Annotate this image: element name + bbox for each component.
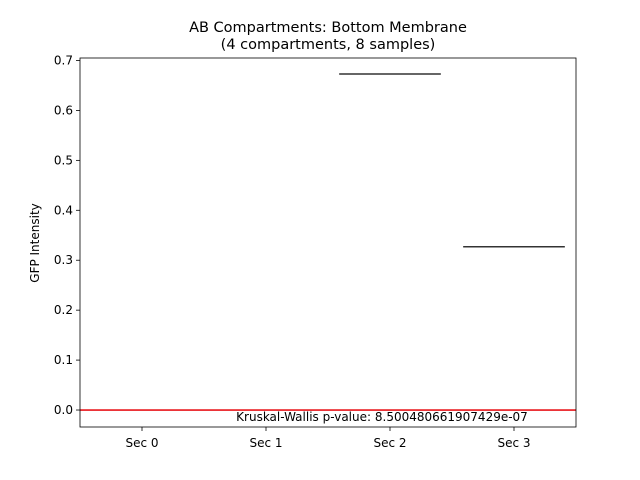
y-tick-label: 0.5	[54, 153, 73, 167]
y-tick-label: 0.2	[54, 303, 73, 317]
chart-subtitle: (4 compartments, 8 samples)	[221, 37, 436, 53]
y-tick-label: 0.0	[54, 403, 73, 417]
chart-title: AB Compartments: Bottom Membrane	[189, 20, 467, 36]
y-tick-label: 0.3	[54, 253, 73, 267]
y-tick-label: 0.4	[54, 203, 73, 217]
plot-area: Kruskal-Wallis p-value: 8.50048066190742…	[54, 53, 577, 450]
y-tick-label: 0.6	[54, 103, 73, 117]
x-tick-label: Sec 0	[125, 436, 158, 450]
x-tick-label: Sec 3	[497, 436, 530, 450]
plot-frame	[79, 57, 577, 428]
p-value-annotation: Kruskal-Wallis p-value: 8.50048066190742…	[236, 410, 528, 424]
x-tick-label: Sec 2	[373, 436, 406, 450]
y-tick-label: 0.1	[54, 353, 73, 367]
x-tick-label: Sec 1	[249, 436, 282, 450]
y-axis-label: GFP Intensity	[28, 203, 42, 282]
y-tick-label: 0.7	[54, 53, 73, 67]
